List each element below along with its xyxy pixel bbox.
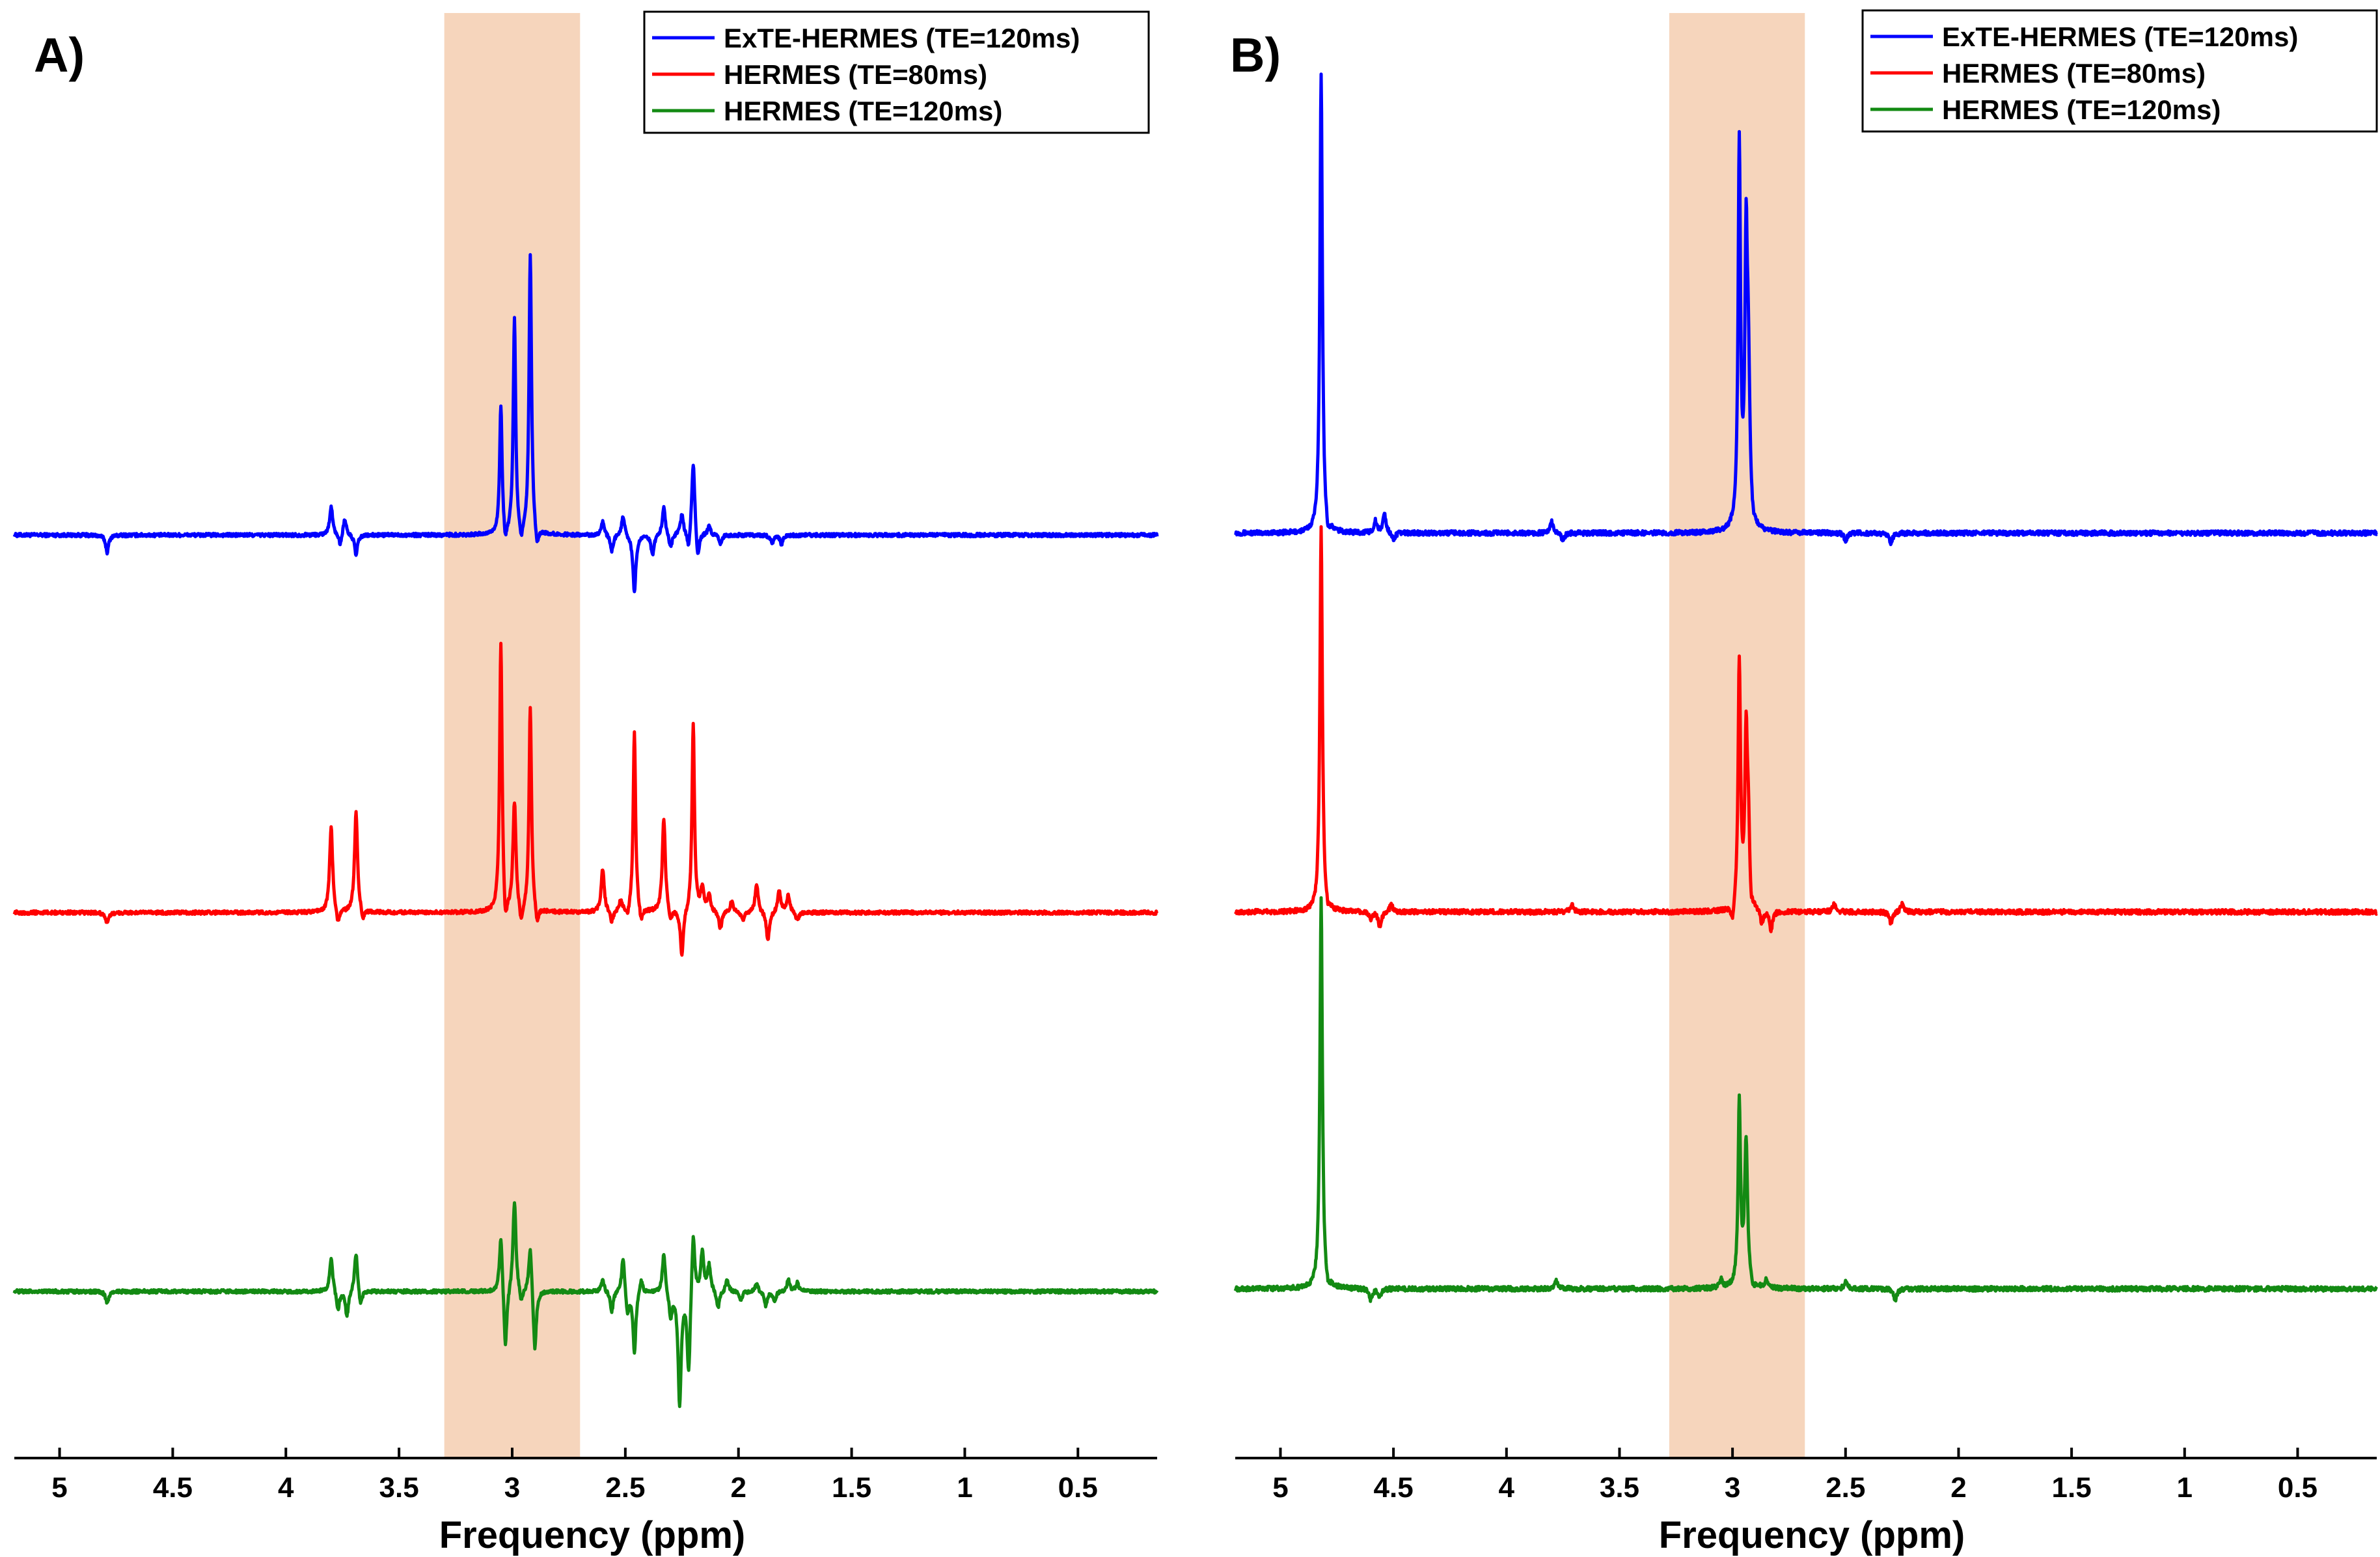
series-line-1: [12, 641, 1159, 957]
series-line-0: [1234, 72, 2378, 547]
legend-entry: HERMES (TE=120ms): [1942, 94, 2221, 125]
x-tick-label: 1.5: [832, 1472, 871, 1504]
series-line-0: [12, 253, 1159, 594]
x-axis-title: Frequency (ppm): [1659, 1514, 1965, 1556]
legend-box: [1861, 9, 2378, 133]
legend-entry: ExTE-HERMES (TE=120ms): [724, 23, 1080, 53]
legend-entry: HERMES (TE=120ms): [724, 96, 1002, 126]
x-tick-label: 1.5: [2052, 1472, 2092, 1504]
x-tick-label: 3: [1725, 1472, 1740, 1504]
series-line-2: [1233, 896, 2378, 1303]
panel-b: 5 4.5 4 3.5 3 2.5 2 1.5 1 0.5 Frequency (ppm) B) ExT…: [1230, 9, 2378, 1556]
x-tick-label: 4.5: [1374, 1472, 1414, 1504]
x-tick-label: 2: [730, 1472, 746, 1504]
legend-entry: HERMES (TE=80ms): [724, 59, 987, 90]
x-tick-label: 2.5: [1826, 1472, 1865, 1504]
legend-box: [643, 10, 1150, 134]
x-tick-label: 4: [1499, 1472, 1515, 1504]
panel-a: 5 4.5 4 3.5 3 2.5 2 1.5 1 0.5 Frequency (ppm) A) ExT…: [12, 10, 1159, 1556]
x-tick-label: 3.5: [1600, 1472, 1639, 1504]
x-tick-label: 4.5: [153, 1472, 193, 1504]
x-tick-label: 1: [2177, 1472, 2193, 1504]
legend-entry: ExTE-HERMES (TE=120ms): [1942, 21, 2298, 52]
x-tick-label: 2: [1950, 1472, 1966, 1504]
x-tick-label: 0.5: [2278, 1472, 2318, 1504]
x-tick-label: 1: [957, 1472, 972, 1504]
panel-label: A): [34, 28, 85, 82]
legend: ExTE-HERMES (TE=120ms) HERMES (TE=80ms) HE…: [643, 10, 1150, 134]
series-line-2: [12, 1201, 1159, 1409]
x-tick-label: 5: [51, 1472, 67, 1504]
x-tick-label: 4: [278, 1472, 294, 1504]
x-tick-label: 0.5: [1058, 1472, 1098, 1504]
panel-label: B): [1230, 28, 1281, 82]
legend-entry: HERMES (TE=80ms): [1942, 58, 2206, 89]
x-axis-title: Frequency (ppm): [439, 1514, 746, 1556]
x-tick-label: 5: [1272, 1472, 1288, 1504]
legend: ExTE-HERMES (TE=120ms) HERMES (TE=80ms) HE…: [1861, 9, 2378, 133]
x-tick-label: 2.5: [605, 1472, 645, 1504]
x-tick-label: 3.5: [379, 1472, 419, 1504]
series-line-1: [1233, 525, 2378, 933]
x-tick-label: 3: [504, 1472, 520, 1504]
